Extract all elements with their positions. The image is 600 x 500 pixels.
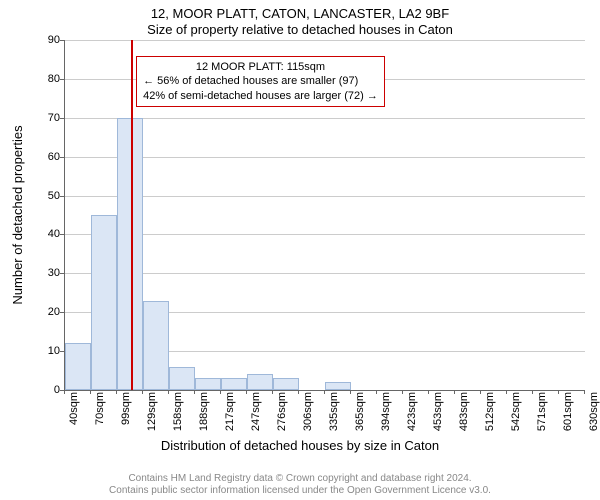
- y-tick-label: 50: [30, 190, 60, 202]
- x-tick-mark: [142, 390, 143, 394]
- y-axis-label: Number of detached properties: [10, 125, 25, 304]
- y-tick-mark: [60, 234, 64, 235]
- x-tick-label: 630sqm: [588, 392, 600, 442]
- x-tick-mark: [298, 390, 299, 394]
- y-tick-label: 20: [30, 306, 60, 318]
- y-tick-mark: [60, 157, 64, 158]
- x-tick-label: 394sqm: [380, 392, 392, 442]
- x-tick-label: 306sqm: [302, 392, 314, 442]
- y-tick-mark: [60, 118, 64, 119]
- histogram-bar: [65, 343, 91, 390]
- x-tick-mark: [64, 390, 65, 394]
- chart-container: Number of detached properties 12 MOOR PL…: [0, 40, 600, 460]
- gridline: [65, 234, 585, 235]
- y-tick-mark: [60, 40, 64, 41]
- x-tick-mark: [480, 390, 481, 394]
- x-tick-mark: [90, 390, 91, 394]
- x-tick-label: 40sqm: [68, 392, 80, 442]
- gridline: [65, 118, 585, 119]
- x-tick-label: 365sqm: [354, 392, 366, 442]
- x-tick-label: 483sqm: [458, 392, 470, 442]
- x-tick-label: 335sqm: [328, 392, 340, 442]
- footer-line1: Contains HM Land Registry data © Crown c…: [128, 473, 471, 484]
- histogram-bar: [143, 301, 169, 390]
- x-tick-mark: [506, 390, 507, 394]
- gridline: [65, 196, 585, 197]
- plot-area: 12 MOOR PLATT: 115sqm← 56% of detached h…: [64, 40, 585, 391]
- x-tick-mark: [454, 390, 455, 394]
- x-tick-mark: [584, 390, 585, 394]
- y-tick-label: 40: [30, 228, 60, 240]
- x-tick-mark: [168, 390, 169, 394]
- histogram-bar: [91, 215, 117, 390]
- x-tick-label: 571sqm: [536, 392, 548, 442]
- annotation-line: 42% of semi-detached houses are larger (…: [143, 89, 378, 103]
- y-tick-label: 60: [30, 151, 60, 163]
- property-marker-line: [131, 40, 133, 390]
- y-tick-label: 90: [30, 34, 60, 46]
- x-tick-label: 129sqm: [146, 392, 158, 442]
- y-tick-label: 10: [30, 345, 60, 357]
- y-tick-label: 30: [30, 267, 60, 279]
- x-tick-mark: [376, 390, 377, 394]
- y-tick-mark: [60, 351, 64, 352]
- x-tick-label: 188sqm: [198, 392, 210, 442]
- gridline: [65, 273, 585, 274]
- x-tick-mark: [532, 390, 533, 394]
- chart-title-main: 12, MOOR PLATT, CATON, LANCASTER, LA2 9B…: [0, 0, 600, 21]
- annotation-box: 12 MOOR PLATT: 115sqm← 56% of detached h…: [136, 56, 385, 107]
- x-tick-mark: [428, 390, 429, 394]
- x-tick-label: 423sqm: [406, 392, 418, 442]
- chart-title-sub: Size of property relative to detached ho…: [0, 21, 600, 37]
- x-tick-mark: [116, 390, 117, 394]
- histogram-bar: [273, 378, 299, 390]
- x-tick-mark: [220, 390, 221, 394]
- footer-attribution: Contains HM Land Registry data © Crown c…: [0, 473, 600, 497]
- gridline: [65, 157, 585, 158]
- y-tick-mark: [60, 196, 64, 197]
- x-tick-label: 247sqm: [250, 392, 262, 442]
- histogram-bar: [325, 382, 351, 390]
- histogram-bar: [221, 378, 247, 390]
- x-tick-mark: [558, 390, 559, 394]
- x-tick-mark: [402, 390, 403, 394]
- histogram-bar: [247, 374, 273, 390]
- x-tick-label: 512sqm: [484, 392, 496, 442]
- x-tick-mark: [350, 390, 351, 394]
- histogram-bar: [117, 118, 143, 390]
- x-tick-label: 453sqm: [432, 392, 444, 442]
- x-tick-label: 217sqm: [224, 392, 236, 442]
- y-tick-label: 80: [30, 73, 60, 85]
- x-tick-label: 99sqm: [120, 392, 132, 442]
- x-tick-mark: [272, 390, 273, 394]
- annotation-line: ← 56% of detached houses are smaller (97…: [143, 74, 378, 88]
- y-tick-mark: [60, 312, 64, 313]
- y-tick-label: 0: [30, 384, 60, 396]
- y-tick-label: 70: [30, 112, 60, 124]
- y-tick-mark: [60, 273, 64, 274]
- x-tick-label: 542sqm: [510, 392, 522, 442]
- gridline: [65, 40, 585, 41]
- x-tick-label: 158sqm: [172, 392, 184, 442]
- x-tick-mark: [246, 390, 247, 394]
- x-tick-mark: [324, 390, 325, 394]
- y-tick-mark: [60, 79, 64, 80]
- footer-line2: Contains public sector information licen…: [109, 485, 491, 496]
- annotation-line: 12 MOOR PLATT: 115sqm: [143, 60, 378, 74]
- histogram-bar: [169, 367, 195, 390]
- x-tick-label: 276sqm: [276, 392, 288, 442]
- x-tick-label: 601sqm: [562, 392, 574, 442]
- x-tick-mark: [194, 390, 195, 394]
- histogram-bar: [195, 378, 221, 390]
- x-tick-label: 70sqm: [94, 392, 106, 442]
